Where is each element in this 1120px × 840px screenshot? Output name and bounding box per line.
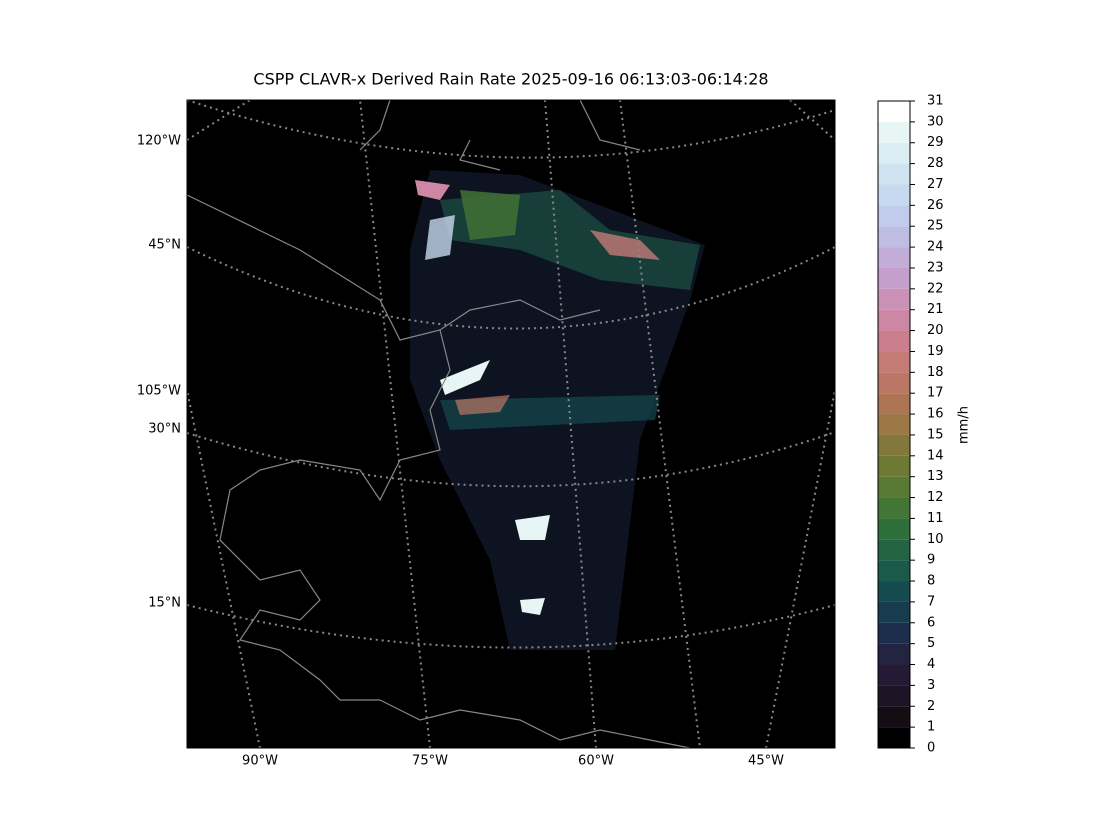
rain-area: [455, 395, 510, 415]
colorbar-segment: [878, 434, 910, 456]
rain-area: [515, 515, 550, 540]
colorbar-segment: [878, 247, 910, 268]
lat-label: 30°N: [148, 422, 181, 437]
colorbar-tick-label: 0: [927, 741, 935, 756]
lon-label: 60°W: [578, 754, 614, 769]
map-title: CSPP CLAVR-x Derived Rain Rate 2025-09-1…: [253, 70, 768, 89]
graticule: [619, 100, 701, 748]
lon-label: 75°W: [412, 754, 448, 769]
colorbar-tick-label: 7: [927, 594, 935, 609]
rain-area: [415, 180, 450, 200]
lat-label: 120°W: [137, 134, 181, 149]
colorbar-segment: [878, 288, 910, 310]
coastline: [187, 194, 691, 748]
lon-label: 45°W: [748, 754, 784, 769]
colorbar-segment: [878, 518, 910, 540]
graticule: [789, 100, 835, 141]
lat-label: 15°N: [148, 596, 181, 611]
graticule: [359, 100, 431, 748]
colorbar-segment: [878, 560, 910, 582]
colorbar-segment: [878, 727, 910, 748]
colorbar-segment: [878, 455, 910, 477]
colorbar-tick-label: 5: [927, 636, 935, 651]
colorbar-segment: [878, 142, 910, 164]
colorbar-tick-label: 25: [927, 219, 944, 234]
colorbar-segment: [878, 101, 910, 122]
graticule-labels: 90°W 75°W 60°W 45°W 120°W 45°N 105°W 30°N 15°N: [137, 134, 784, 769]
colorbar-tick-label: 9: [927, 553, 935, 568]
colorbar-tick-label: 16: [927, 407, 944, 422]
colorbar-tick-label: 28: [927, 156, 944, 171]
colorbar-tick-label: 29: [927, 135, 944, 150]
colorbar-tick-label: 3: [927, 678, 935, 693]
colorbar-tick-label: 24: [927, 240, 944, 255]
colorbar-tick-label: 26: [927, 198, 944, 213]
lat-label: 45°N: [148, 238, 181, 253]
colorbar-label: mm/h: [957, 406, 972, 444]
colorbar-tick-label: 23: [927, 260, 944, 275]
map-frame: [186, 99, 836, 749]
colorbar-segment: [878, 121, 910, 143]
colorbar-tick-label: 18: [927, 365, 944, 380]
map-panel: [186, 99, 836, 749]
colorbar-tick-label: 21: [927, 302, 944, 317]
colorbar-segment: [878, 393, 910, 415]
colorbar-segment: [878, 539, 910, 561]
rain-area: [590, 230, 660, 260]
colorbar-segment: [878, 664, 910, 686]
colorbar-tick-label: 11: [927, 511, 944, 526]
colorbar-segment: [878, 476, 910, 498]
colorbar-segment: [878, 372, 910, 394]
colorbar-tick-label: 4: [927, 657, 935, 672]
graticule: [187, 100, 835, 159]
colorbar-segment: [878, 581, 910, 602]
lat-label: 105°W: [137, 384, 181, 399]
colorbar-segment: [878, 643, 910, 665]
rain-area: [460, 190, 520, 240]
colorbar-tick-label: 1: [927, 720, 935, 735]
coastline: [359, 100, 641, 171]
colorbar-segment: [878, 163, 910, 185]
graticule: [187, 389, 261, 748]
rain-area: [520, 598, 545, 615]
rain-area: [425, 215, 455, 260]
lon-label: 90°W: [242, 754, 278, 769]
colorbar-tick-label: 6: [927, 615, 935, 630]
graticule: [187, 246, 835, 330]
colorbar-tick-label: 17: [927, 386, 944, 401]
graticule: [187, 100, 251, 141]
colorbar-tick-label: 2: [927, 699, 935, 714]
colorbar-tick-label: 20: [927, 323, 944, 338]
colorbar-frame: [877, 100, 911, 749]
colorbar-segment: [878, 351, 910, 373]
colorbar-tick-label: 12: [927, 490, 944, 505]
colorbar: 0123456789101112131415161718192021222324…: [877, 94, 972, 756]
colorbar-tick-label: 31: [927, 94, 944, 109]
colorbar-tick-label: 30: [927, 114, 944, 129]
colorbar-segment: [878, 184, 910, 206]
colorbar-segment: [878, 685, 910, 707]
colorbar-segment: [878, 601, 910, 623]
colorbar-segment: [878, 226, 910, 248]
colorbar-segment: [878, 330, 910, 352]
colorbar-tick-label: 10: [927, 532, 944, 547]
graticule: [765, 389, 835, 748]
colorbar-segment: [878, 309, 910, 331]
rain-area: [440, 360, 490, 395]
colorbar-segment: [878, 497, 910, 519]
colorbar-tick-label: 15: [927, 427, 944, 442]
colorbar-tick-label: 13: [927, 469, 944, 484]
colorbar-tick-label: 22: [927, 281, 944, 296]
colorbar-tick-label: 19: [927, 344, 944, 359]
colorbar-segment: [878, 267, 910, 289]
colorbar-segment: [878, 622, 910, 644]
colorbar-segment: [878, 706, 910, 728]
colorbar-segment: [878, 414, 910, 435]
colorbar-tick-label: 14: [927, 448, 944, 463]
colorbar-tick-label: 8: [927, 574, 935, 589]
colorbar-segment: [878, 205, 910, 227]
colorbar-tick-label: 27: [927, 177, 944, 192]
graticule: [544, 100, 597, 748]
